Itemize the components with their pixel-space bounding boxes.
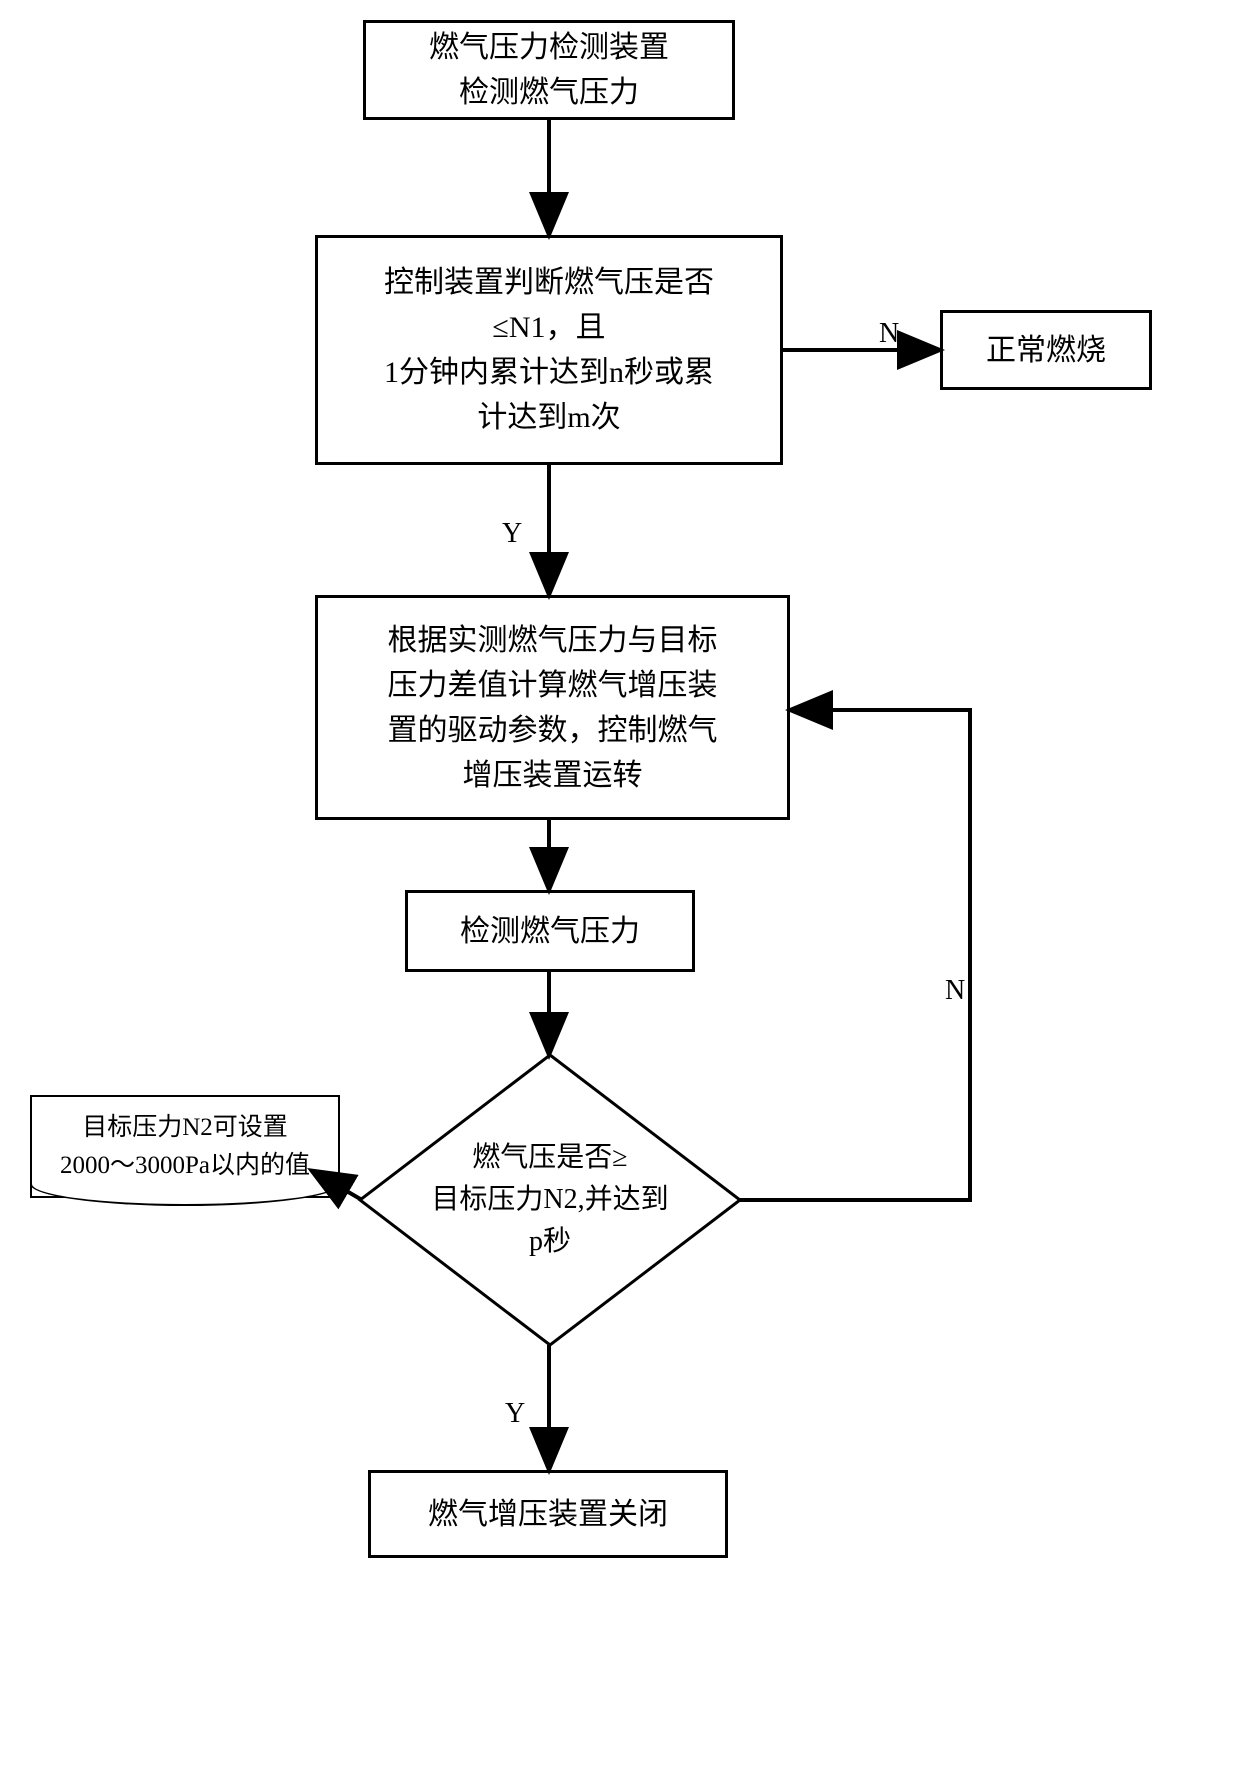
node-start-text: 燃气压力检测装置检测燃气压力 — [429, 25, 669, 115]
node-note-text: 目标压力N2可设置2000～3000Pa以内的值 — [60, 1114, 310, 1179]
node-normal-text: 正常燃烧 — [986, 328, 1106, 373]
node-decision2: 燃气压是否≥目标压力N2,并达到p秒 — [360, 1055, 740, 1345]
label-n1: N — [879, 318, 899, 350]
label-y1: Y — [502, 518, 522, 550]
node-end: 燃气增压装置关闭 — [368, 1470, 728, 1558]
node-decision2-text: 燃气压是否≥目标压力N2,并达到p秒 — [431, 1137, 668, 1263]
node-note: 目标压力N2可设置2000～3000Pa以内的值 — [30, 1095, 340, 1198]
node-calc: 根据实测燃气压力与目标压力差值计算燃气增压装置的驱动参数，控制燃气增压装置运转 — [315, 595, 790, 820]
node-normal: 正常燃烧 — [940, 310, 1152, 390]
node-end-text: 燃气增压装置关闭 — [428, 1492, 668, 1537]
node-detect: 检测燃气压力 — [405, 890, 695, 972]
label-n2: N — [945, 975, 965, 1007]
label-y2: Y — [505, 1398, 525, 1430]
node-calc-text: 根据实测燃气压力与目标压力差值计算燃气增压装置的驱动参数，控制燃气增压装置运转 — [388, 618, 718, 798]
node-decision1: 控制装置判断燃气压是否≤N1，且1分钟内累计达到n秒或累计达到m次 — [315, 235, 783, 465]
node-detect-text: 检测燃气压力 — [460, 909, 640, 954]
node-start: 燃气压力检测装置检测燃气压力 — [363, 20, 735, 120]
flowchart-container: 燃气压力检测装置检测燃气压力 控制装置判断燃气压是否≤N1，且1分钟内累计达到n… — [0, 0, 1240, 1768]
node-decision1-text: 控制装置判断燃气压是否≤N1，且1分钟内累计达到n秒或累计达到m次 — [384, 260, 714, 440]
